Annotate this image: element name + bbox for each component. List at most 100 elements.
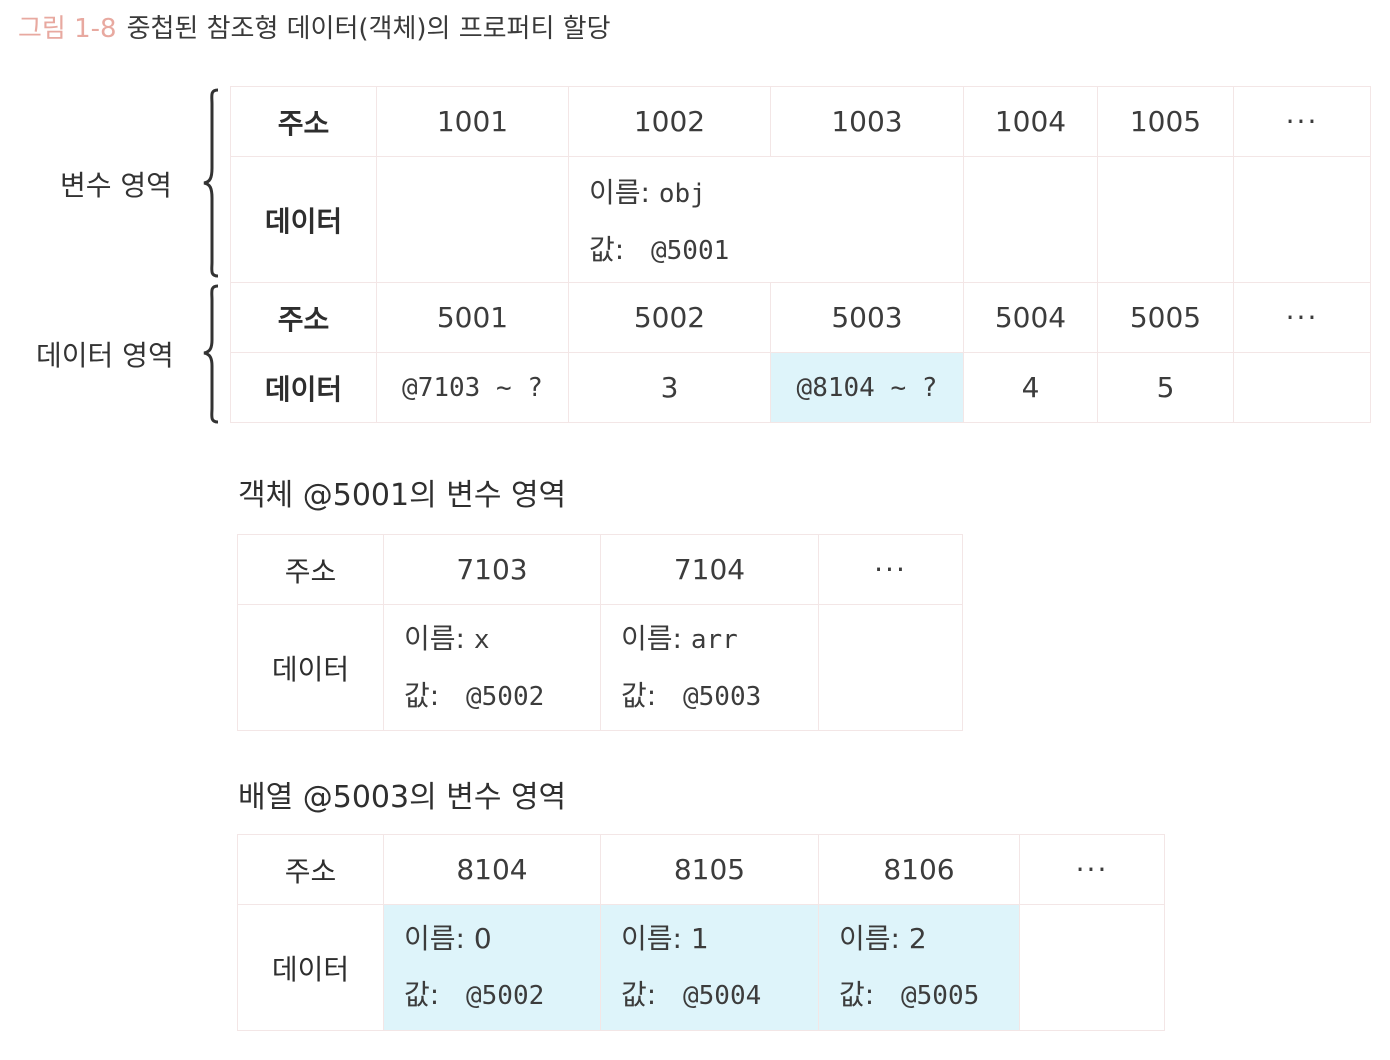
variable-area-brace [203,88,219,278]
address-cell: 5001 [376,282,569,353]
data-header: 데이터 [237,904,384,1031]
value-prefix: 값: [621,978,657,1011]
name-prefix: 이름: [621,922,682,955]
entry-name-line: 이름: x [404,611,600,668]
entry-value: @5005 [901,981,980,1011]
entry-value: @5002 [466,681,545,712]
value-prefix: 값: [839,978,875,1011]
address-cell: 5003 [770,282,964,353]
data-value-cell: 4 [963,352,1098,423]
address-cell: 5004 [963,282,1098,353]
data-address-row: 주소 5001 5002 5003 5004 5005 ··· [230,282,1371,353]
memory-table: 주소 1001 1002 1003 1004 1005 ··· 데이터 이름: … [230,86,1371,423]
variable-entry-cell: 이름: obj 값: @5001 [568,156,771,283]
data-cell [376,156,569,283]
data-cell [963,156,1098,283]
address-cell: 7104 [600,534,819,605]
data-cell [1019,904,1165,1031]
figure-title: 중첩된 참조형 데이터(객체)의 프로퍼티 할당 [126,14,611,44]
data-value-cell-highlighted: @8104 ~ ? [770,352,964,423]
entry-value: @5002 [466,981,545,1011]
value-prefix: 값: [404,678,440,712]
ellipsis-cell: ··· [818,534,963,605]
entry-name-line: 이름: 1 [621,911,818,967]
data-value-row: 데이터 @7103 ~ ? 3 @8104 ~ ? 4 5 [230,352,1371,423]
address-cell: 5002 [568,282,771,353]
value-prefix: 값: [589,232,625,266]
data-header: 데이터 [230,352,377,423]
data-cell [1233,156,1371,283]
data-value-cell: 3 [568,352,771,423]
address-cell: 5005 [1097,282,1234,353]
address-header: 주소 [230,86,377,157]
data-area-brace [203,284,219,424]
entry-value-line: 값: @5005 [839,967,1019,1024]
data-value-cell: @7103 ~ ? [376,352,569,423]
array-address-row: 주소 8104 8105 8106 ··· [237,834,1165,905]
data-cell [770,156,964,283]
address-cell: 7103 [383,534,601,605]
figure-number: 그림 1-8 [18,14,117,44]
variable-area-label: 변수 영역 [60,169,172,202]
variable-data-row: 데이터 이름: obj 값: @5001 [230,156,1371,283]
ellipsis-cell: ··· [1233,86,1371,157]
address-cell: 1004 [963,86,1098,157]
address-cell: 8105 [600,834,819,905]
object-area-title: 객체 @5001의 변수 영역 [238,478,567,513]
ellipsis-cell: ··· [1233,282,1371,353]
name-prefix: 이름: [404,621,465,655]
property-entry-cell: 이름: x 값: @5002 [383,604,601,731]
entry-name-line: 이름: 0 [404,911,600,967]
entry-name: x [473,624,490,655]
address-header: 주소 [237,834,384,905]
address-cell: 1002 [568,86,771,157]
data-area-label: 데이터 영역 [36,339,174,372]
name-prefix: 이름: [621,621,682,655]
address-cell: 1003 [770,86,964,157]
element-entry-cell: 이름: 0 값: @5002 [383,904,601,1031]
property-entry-cell: 이름: arr 값: @5003 [600,604,819,731]
element-entry-cell: 이름: 1 값: @5004 [600,904,819,1031]
entry-name: 0 [473,922,492,955]
entry-name: 1 [690,922,709,955]
name-prefix: 이름: [839,922,900,955]
figure-caption: 그림 1-8 중첩된 참조형 데이터(객체)의 프로퍼티 할당 [18,12,610,46]
address-header: 주소 [237,534,384,605]
address-cell: 8106 [818,834,1020,905]
entry-name-line: 이름: 2 [839,911,1019,967]
object-address-row: 주소 7103 7104 ··· [237,534,963,605]
entry-value: @5003 [683,681,762,712]
address-cell: 8104 [383,834,601,905]
array-data-row: 데이터 이름: 0 값: @5002 이름: 1 값: @5004 이름: 2 값:… [237,904,1165,1031]
variable-address-row: 주소 1001 1002 1003 1004 1005 ··· [230,86,1371,157]
value-prefix: 값: [404,978,440,1011]
entry-name-line: 이름: arr [621,611,818,668]
entry-name: obj [658,178,706,209]
entry-value-line: 값: @5002 [404,668,600,725]
address-cell: 1005 [1097,86,1234,157]
object-variable-table: 주소 7103 7104 ··· 데이터 이름: x 값: @5002 이름: a… [237,534,963,731]
data-header: 데이터 [230,156,377,283]
entry-name-line: 이름: obj [589,165,771,222]
entry-value-line: 값: @5004 [621,967,818,1024]
data-cell [1233,352,1371,423]
entry-name: 2 [908,922,927,955]
array-variable-table: 주소 8104 8105 8106 ··· 데이터 이름: 0 값: @5002 … [237,834,1165,1031]
entry-value-line: 값: @5002 [404,967,600,1024]
object-data-row: 데이터 이름: x 값: @5002 이름: arr 값: @5003 [237,604,963,731]
data-cell [818,604,963,731]
address-header: 주소 [230,282,377,353]
entry-value-line: 값: @5003 [621,668,818,725]
element-entry-cell: 이름: 2 값: @5005 [818,904,1020,1031]
entry-name: arr [690,624,738,655]
ellipsis-cell: ··· [1019,834,1165,905]
entry-value-line: 값: @5001 [589,222,771,279]
data-header: 데이터 [237,604,384,731]
name-prefix: 이름: [404,922,465,955]
entry-value: @5004 [683,981,762,1011]
address-cell: 1001 [376,86,569,157]
data-value-cell: 5 [1097,352,1234,423]
value-prefix: 값: [621,678,657,712]
entry-value: @5001 [651,235,730,266]
array-area-title: 배열 @5003의 변수 영역 [238,780,567,815]
